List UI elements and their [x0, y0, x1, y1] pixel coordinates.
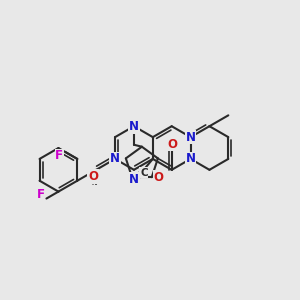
Text: O: O [154, 171, 164, 184]
Text: N: N [129, 120, 139, 133]
Text: N: N [129, 173, 139, 186]
Text: N: N [186, 152, 196, 165]
Text: O: O [88, 170, 98, 183]
Text: N: N [186, 130, 196, 144]
Text: O: O [168, 138, 178, 151]
Text: F: F [56, 149, 63, 162]
Text: N: N [110, 152, 120, 165]
Text: C: C [140, 167, 148, 178]
Text: F: F [37, 188, 44, 201]
